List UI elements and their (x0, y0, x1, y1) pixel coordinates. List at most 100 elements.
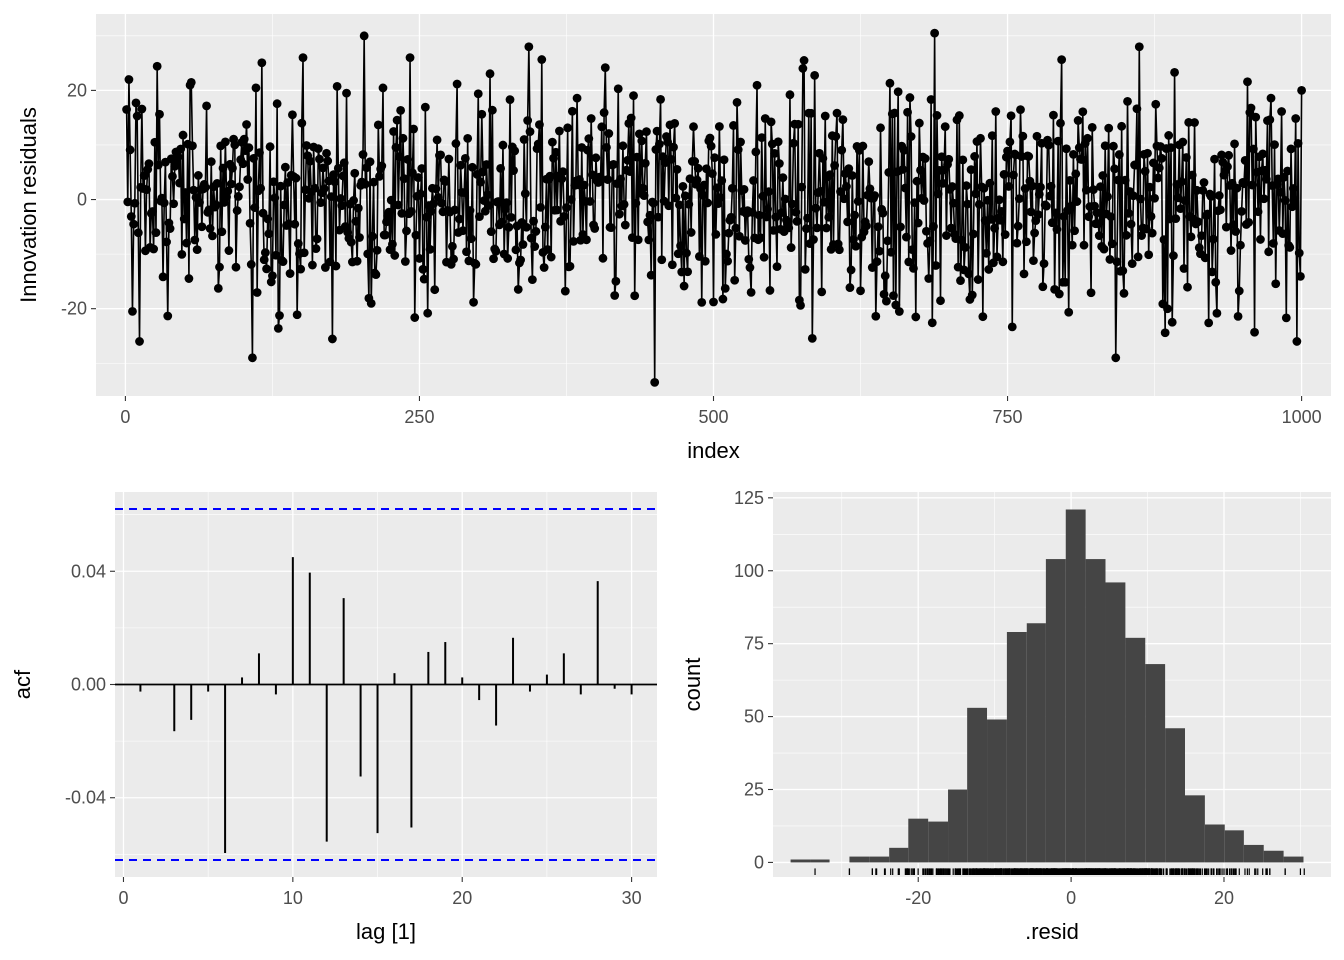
residual-point (586, 114, 596, 123)
y-tick-label: 25 (744, 780, 764, 800)
residual-point (537, 55, 547, 64)
residual-point (969, 229, 978, 239)
residual-point (683, 267, 693, 277)
residual-point (707, 169, 717, 179)
y-tick-label: 0 (77, 190, 87, 210)
residual-point (525, 127, 535, 137)
y-tick-label: 20 (67, 80, 87, 100)
residual-point (213, 283, 223, 293)
residual-point (957, 235, 967, 245)
residual-point (1107, 239, 1117, 249)
residual-point (1278, 229, 1288, 239)
residual-point (403, 155, 413, 164)
residual-point (886, 247, 896, 257)
residual-point (1203, 209, 1212, 219)
residual-point (1163, 304, 1172, 314)
residual-point (496, 163, 506, 173)
residual-point (545, 171, 555, 181)
residual-point (1223, 162, 1232, 172)
residual-point (482, 160, 491, 169)
residual-point (909, 263, 918, 273)
residual-point (257, 58, 267, 68)
residual-point (904, 257, 914, 267)
residual-point (832, 108, 842, 118)
residual-point (1157, 153, 1167, 163)
residual-point (944, 154, 954, 164)
residual-point (1261, 174, 1271, 184)
residual-point (797, 182, 807, 192)
y-tick-label: 0 (754, 852, 764, 872)
residual-point (458, 226, 468, 236)
residual-point (425, 244, 435, 254)
residual-point (466, 234, 476, 244)
residual-point (663, 137, 673, 147)
residual-point (689, 122, 698, 132)
residual-point (393, 200, 403, 210)
residual-point (990, 223, 1000, 233)
residual-point (764, 187, 774, 197)
y-tick-label: -0.04 (65, 788, 106, 808)
residual-point (355, 233, 364, 242)
residual-point (223, 186, 233, 196)
residual-point (671, 193, 681, 203)
residual-point (685, 174, 695, 184)
residual-point (1098, 171, 1108, 180)
residual-point (175, 178, 184, 188)
residual-point (611, 276, 621, 286)
residual-point (1285, 243, 1295, 252)
residual-point (1018, 131, 1028, 141)
residual-point (598, 253, 608, 263)
residual-point (536, 202, 545, 212)
x-tick-label: 20 (1214, 888, 1234, 908)
histogram-bar (1085, 559, 1106, 863)
residual-point (285, 269, 295, 278)
residual-point (1144, 250, 1154, 260)
residual-point (195, 198, 204, 207)
residual-point (830, 161, 840, 170)
residual-point (1137, 231, 1147, 240)
residual-point (1003, 146, 1012, 156)
residual-point (799, 56, 809, 65)
residual-point (130, 198, 140, 208)
residual-point (551, 147, 561, 157)
residual-point (1117, 121, 1127, 131)
residual-point (400, 257, 410, 266)
residual-point (555, 126, 564, 136)
residual-point (1226, 246, 1236, 255)
residual-point (366, 298, 376, 308)
residual-point (478, 167, 488, 177)
residual-point (486, 227, 496, 237)
residual-point (418, 264, 428, 274)
residual-point (785, 90, 795, 100)
residual-point (772, 262, 782, 272)
x-tick-label: 0 (118, 888, 128, 908)
residual-point (798, 64, 808, 73)
residual-point (391, 143, 401, 152)
residual-point (1057, 55, 1067, 65)
histogram-x-axis-label: .resid (1025, 919, 1079, 944)
residual-point (444, 154, 454, 164)
residual-point (1014, 194, 1024, 204)
residual-point (893, 87, 903, 97)
residual-point (1086, 288, 1096, 298)
residual-point (363, 249, 373, 259)
residual-point (1291, 114, 1301, 123)
residual-point (727, 183, 737, 193)
residual-point (1281, 313, 1291, 323)
residual-point (346, 237, 356, 247)
residual-point (834, 245, 844, 255)
residual-point (1246, 103, 1256, 113)
residual-point (471, 259, 481, 269)
residual-point (169, 199, 179, 209)
residual-point (353, 203, 363, 213)
residual-point (1140, 166, 1150, 176)
residual-point (879, 289, 889, 299)
residual-point (233, 192, 243, 201)
residual-point (1093, 219, 1103, 228)
residual-point (1073, 116, 1083, 125)
residual-point (1024, 152, 1034, 161)
residual-point (796, 300, 805, 310)
residual-point (137, 104, 147, 114)
residual-point (297, 118, 307, 128)
histogram-bar (1145, 664, 1166, 863)
